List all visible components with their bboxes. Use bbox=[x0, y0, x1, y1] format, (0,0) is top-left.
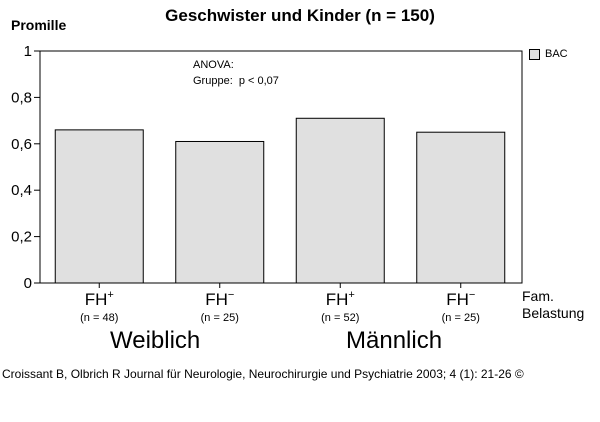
bar-bac bbox=[416, 131, 506, 284]
y-tick-label: 0,8 bbox=[11, 89, 32, 106]
source-footer: Croissant B, Olbrich R Journal für Neuro… bbox=[2, 367, 524, 381]
chart-title-wrap: Geschwister und Kinder (n = 150) bbox=[0, 6, 600, 26]
y-tick-label: 1 bbox=[24, 43, 32, 60]
x-tick-label: FH− bbox=[446, 289, 475, 309]
bar-bac bbox=[54, 129, 144, 284]
x-axis-label: Fam. Belastung bbox=[522, 288, 584, 322]
y-axis-label: Promille bbox=[11, 17, 67, 33]
bar-bac bbox=[175, 140, 265, 284]
bar-bac bbox=[295, 117, 385, 284]
x-tick-n-label: (n = 52) bbox=[321, 312, 359, 324]
legend-label-bac: BAC bbox=[545, 48, 568, 60]
y-tick-label: 0 bbox=[24, 275, 32, 292]
legend: BAC bbox=[529, 48, 568, 60]
x-tick-n-label: (n = 25) bbox=[442, 312, 480, 324]
x-tick-n-label: (n = 25) bbox=[201, 312, 239, 324]
x-tick-n-label: (n = 48) bbox=[80, 312, 118, 324]
anova-annotation: ANOVA: Gruppe: p < 0,07 bbox=[193, 57, 279, 89]
x-tick-label: FH+ bbox=[85, 289, 114, 309]
x-axis-label-line-2: Belastung bbox=[522, 305, 585, 321]
plot-frame bbox=[39, 50, 523, 284]
chart-title: Geschwister und Kinder (n = 150) bbox=[165, 6, 435, 25]
anova-line-1: ANOVA: bbox=[193, 59, 234, 71]
group-label-female: Weiblich bbox=[110, 327, 201, 354]
anova-line-2: Gruppe: p < 0,07 bbox=[193, 75, 279, 87]
x-axis-label-line-1: Fam. bbox=[522, 288, 554, 304]
x-tick-label: FH− bbox=[205, 289, 234, 309]
group-label-male: Männlich bbox=[346, 327, 443, 354]
y-tick-label: 0,4 bbox=[11, 182, 32, 199]
legend-swatch-bac bbox=[529, 48, 540, 60]
x-tick-label: FH+ bbox=[326, 289, 355, 309]
y-tick-label: 0,6 bbox=[11, 136, 32, 153]
y-tick-label: 0,2 bbox=[11, 229, 32, 246]
